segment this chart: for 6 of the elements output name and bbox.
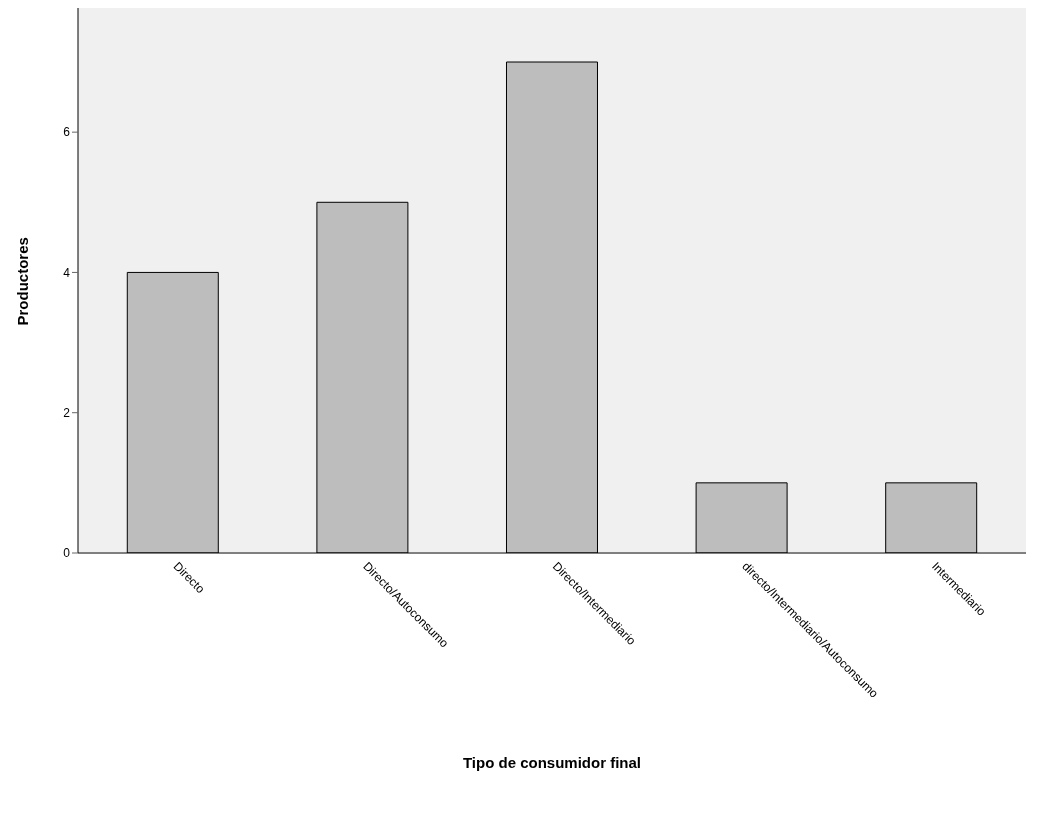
y-tick-label: 4: [63, 265, 71, 280]
y-axis-title: Productores: [14, 237, 32, 326]
y-tick-label: 6: [63, 125, 71, 140]
y-tick-label: 0: [63, 546, 71, 561]
x-axis-title: Tipo de consumidor final: [462, 754, 642, 771]
y-tick-label: 2: [63, 405, 71, 420]
